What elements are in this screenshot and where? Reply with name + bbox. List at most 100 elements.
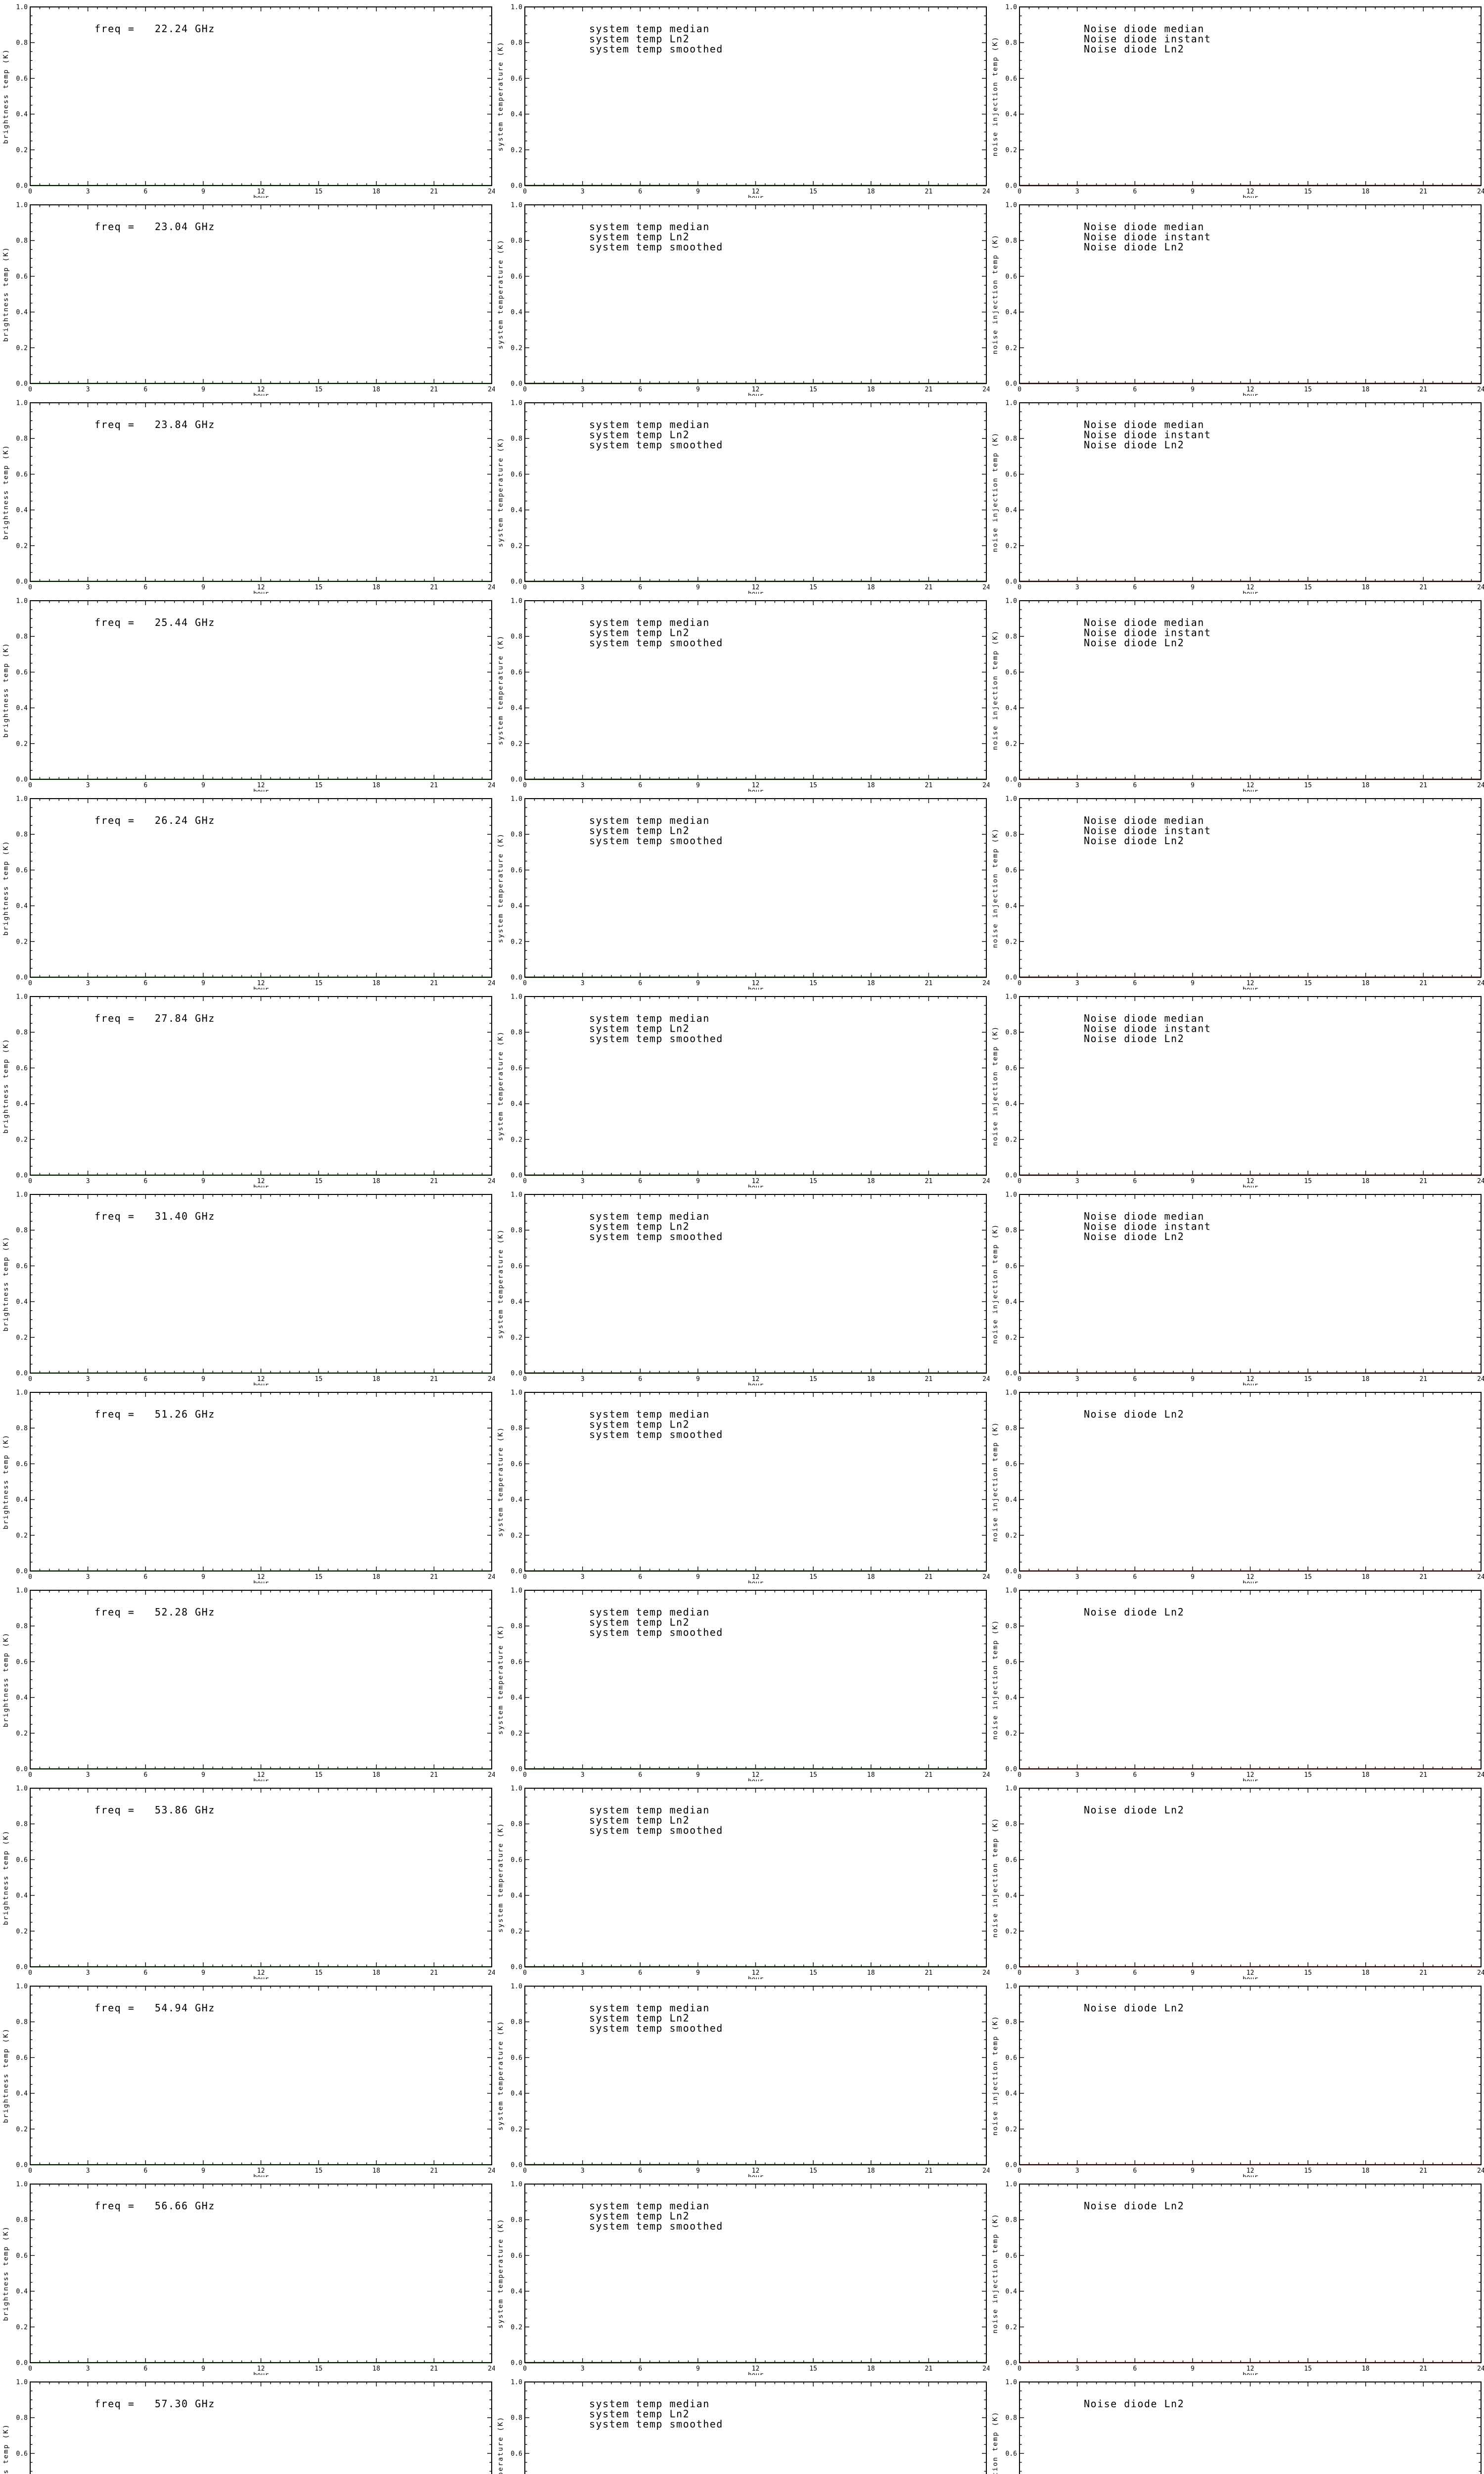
x-tick-label: 24: [1477, 1178, 1484, 1185]
x-tick-label: 0: [523, 188, 527, 195]
y-tick-label: 0.0: [16, 381, 28, 388]
y-axis-label: brightness temp (K): [2, 1830, 10, 1925]
x-tick-label: 15: [809, 1969, 817, 1977]
y-tick-label: 0.0: [1006, 1766, 1017, 1773]
y-tick-labels: 0.0 0.2 0.4 0.6 0.8 1.0: [16, 796, 28, 982]
x-tick-label: 0: [28, 1178, 32, 1185]
legend-entry: system temp median: [589, 1012, 710, 1024]
x-tick-label: 18: [372, 1573, 380, 1581]
plot-frame: [1019, 1194, 1482, 1374]
x-tick-label: 24: [488, 1573, 495, 1581]
x-tick-label: 3: [1075, 1573, 1079, 1581]
y-tick-label: 0.2: [511, 740, 522, 748]
x-tick-label: 21: [430, 188, 438, 195]
x-tick-label: 24: [1477, 386, 1484, 393]
x-tick-label: 24: [1477, 1376, 1484, 1383]
x-tick-label: 9: [696, 584, 700, 591]
y-tick-label: 0.4: [511, 1496, 523, 1504]
x-tick-label: 6: [143, 1573, 147, 1581]
y-tick-label: 0.8: [1006, 1227, 1017, 1235]
panel-row3-noise: 0 3 6 9 12 15 18 21 24 0.0 0.2 0.4 0.6 0.8 1.0 noise in…: [989, 594, 1484, 792]
x-tick-labels: 0 3 6 9 12 15 18 21 24: [28, 584, 495, 591]
legend-entry: system temp median: [589, 1210, 710, 1222]
y-tick-label: 1.0: [16, 1785, 28, 1793]
x-tick-label: 24: [488, 980, 495, 987]
axis-ticks: [1019, 2381, 1482, 2472]
x-tick-label: 0: [28, 188, 32, 195]
y-tick-label: 0.4: [16, 1100, 28, 1108]
panel-row6-brightness: 0 3 6 9 12 15 18 21 24 0.0 0.2 0.4 0.6 0.8 1.0 brightne…: [0, 1188, 495, 1385]
plot-frame: [524, 1986, 987, 2165]
y-tick-label: 0.8: [16, 831, 28, 839]
plot-grid-row-27.84ghz: 0 3 6 9 12 15 18 21 24 0.0 0.2 0.4 0.6 0.8 1.0 brightne…: [0, 990, 1484, 1188]
x-tick-label: 15: [809, 2167, 817, 2175]
plot-grid-row-26.24ghz: 0 3 6 9 12 15 18 21 24 0.0 0.2 0.4 0.6 0.8 1.0 brightne…: [0, 792, 1484, 990]
y-tick-label: 0.8: [511, 831, 522, 839]
y-tick-label: 0.6: [511, 1659, 522, 1666]
y-axis-label: noise injection temp (K): [991, 2411, 999, 2474]
y-tick-label: 1.0: [16, 4, 28, 11]
x-tick-label: 6: [638, 2167, 642, 2175]
panel-row3-system: 0 3 6 9 12 15 18 21 24 0.0 0.2 0.4 0.6 0.8 1.0 system t…: [495, 594, 989, 792]
x-tick-label: 0: [523, 1969, 527, 1977]
x-tick-label: 6: [143, 584, 147, 591]
y-tick-label: 0.8: [16, 2415, 28, 2422]
x-tick-label: 3: [581, 386, 585, 393]
legend-entry: system temp smoothed: [589, 1824, 723, 1836]
x-tick-label: 24: [982, 782, 989, 789]
plot-frame: [524, 204, 987, 384]
y-tick-labels: 0.0 0.2 0.4 0.6 0.8 1.0: [16, 400, 28, 586]
y-tick-label: 0.4: [1006, 2090, 1018, 2097]
legend-entry: Noise diode Ln2: [1084, 2002, 1184, 2014]
x-tick-label: 6: [143, 980, 147, 987]
y-tick-label: 1.0: [1006, 2181, 1017, 2189]
y-tick-label: 0.2: [1006, 1334, 1017, 1341]
x-tick-label: 3: [86, 188, 90, 195]
x-tick-label: 9: [1191, 1771, 1195, 1779]
legend-entry: Noise diode Ln2: [1084, 241, 1184, 253]
y-tick-label: 0.2: [511, 2126, 522, 2133]
y-tick-label: 0.4: [1006, 507, 1018, 514]
y-tick-label: 0.0: [16, 974, 28, 982]
y-tick-label: 0.8: [511, 2019, 522, 2026]
x-tick-label: 18: [1362, 980, 1370, 987]
x-tick-label: 21: [430, 1376, 438, 1383]
x-tick-label: 0: [523, 584, 527, 591]
x-tick-label: 0: [28, 1969, 32, 1977]
y-axis-label: system temperature (K): [497, 1822, 505, 1933]
x-tick-label: 6: [143, 2365, 147, 2373]
x-tick-label: 9: [201, 2365, 205, 2373]
plot-frame: [30, 996, 492, 1176]
y-tick-label: 0.0: [1006, 1172, 1017, 1180]
y-tick-label: 0.6: [16, 2450, 28, 2458]
x-tick-label: 12: [1247, 1969, 1254, 1977]
x-tick-label: 18: [867, 1376, 875, 1383]
x-tick-label: 18: [372, 1969, 380, 1977]
x-tick-label: 3: [1075, 2167, 1079, 2175]
x-tick-labels: 0 3 6 9 12 15 18 21 24: [1018, 1178, 1484, 1185]
x-tick-label: 24: [1477, 2167, 1484, 2175]
x-tick-label: 15: [315, 980, 323, 987]
plot-frame: [524, 1590, 987, 1769]
x-tick-label: 12: [257, 1573, 265, 1581]
x-tick-label: 6: [1133, 1178, 1137, 1185]
legend-entry: system temp Ln2: [589, 33, 690, 45]
x-tick-label: 0: [523, 2365, 527, 2373]
x-tick-label: 9: [201, 386, 205, 393]
y-axis-label: noise injection temp (K): [991, 1619, 999, 1740]
panel-row10-system: 0 3 6 9 12 15 18 21 24 0.0 0.2 0.4 0.6 0.8 1.0 system t…: [495, 1979, 989, 2177]
y-tick-label: 0.6: [1006, 1263, 1017, 1270]
x-tick-label: 12: [257, 2365, 265, 2373]
y-tick-label: 0.2: [16, 1928, 28, 1935]
y-tick-label: 0.4: [16, 2288, 28, 2295]
y-tick-label: 0.0: [16, 2360, 28, 2367]
y-tick-labels: 0.0 0.2 0.4 0.6 0.8 1.0: [16, 4, 28, 190]
y-tick-labels: 0.0 0.2 0.4 0.6 0.8 1.0: [16, 1191, 28, 1378]
x-tick-label: 24: [488, 386, 495, 393]
x-tick-label: 0: [28, 1771, 32, 1779]
x-tick-label: 9: [1191, 1573, 1195, 1581]
